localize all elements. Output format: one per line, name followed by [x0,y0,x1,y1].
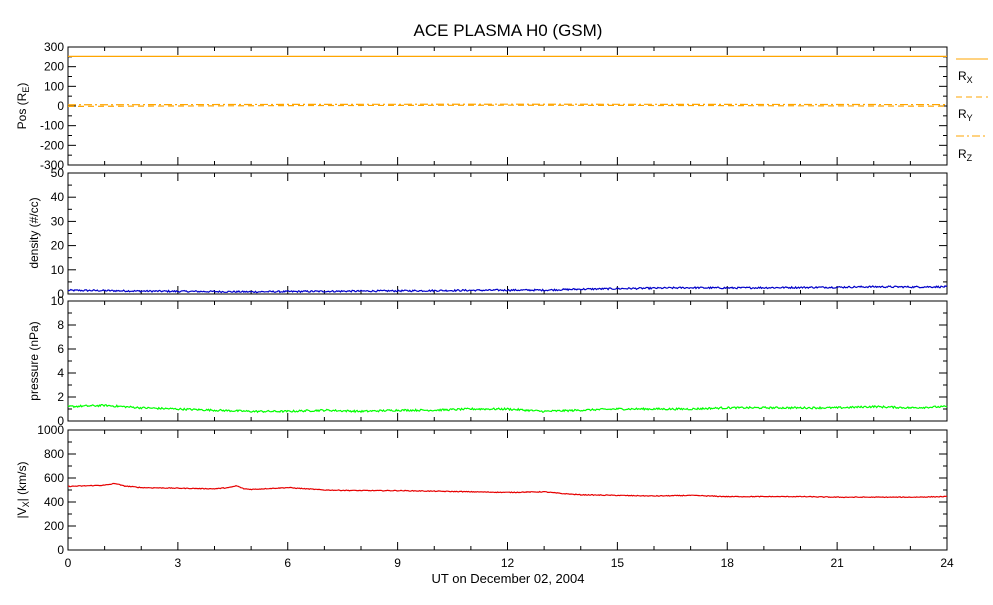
x-tick-label: 18 [721,556,735,570]
velocity-ytick-label: 0 [57,543,64,557]
position-series-line-rz [67,103,948,106]
velocity-ytick-label: 600 [44,471,64,485]
pressure-ytick-label: 4 [57,366,64,380]
density-ytick-label: 40 [51,190,65,204]
velocity-series-line [68,482,947,499]
pressure-ylabel: pressure (nPa) [27,321,41,400]
position-ytick-label: -100 [40,119,64,133]
x-tick-label: 9 [394,556,401,570]
chart-marks: 3002001000-100-200-300504030201001086420… [37,40,954,570]
x-tick-label: 3 [175,556,182,570]
pressure-ytick-label: 0 [57,414,64,428]
x-tick-label: 24 [940,556,954,570]
velocity-ytick-label: 400 [44,495,64,509]
pressure-ytick-label: 8 [57,318,64,332]
velocity-ytick-label: 200 [44,519,64,533]
position-ylabel: Pos (RE) [15,83,31,130]
x-tick-label: 15 [611,556,625,570]
density-ytick-label: 0 [57,287,64,301]
position-ytick-label: -300 [40,158,64,172]
density-ytick-label: 30 [51,214,65,228]
x-axis-label: UT on December 02, 2004 [432,571,585,586]
position-legend: RX RY RZ [956,58,988,163]
density-ytick-label: 50 [51,166,65,180]
legend-rx-label: RX [958,69,973,85]
position-ytick-label: 300 [44,40,64,54]
density-ytick-label: 10 [51,263,65,277]
pressure-series-line [67,404,948,414]
position-ytick-label: 0 [57,99,64,113]
position-ytick-label: -200 [40,138,64,152]
pressure-ytick-label: 10 [51,294,65,308]
density-ylabel: density (#/cc) [27,197,41,268]
velocity-panel-frame [67,429,948,551]
position-series-line-ry [67,104,948,107]
x-tick-label: 21 [830,556,844,570]
legend-ry-label: RY [958,107,973,123]
pressure-panel-frame [67,300,948,422]
density-series-line [67,285,948,294]
density-ytick-label: 20 [51,239,65,253]
velocity-ylabel: |VX| (km/s) [15,462,31,519]
density-panel-frame [67,172,948,295]
pressure-ytick-label: 6 [57,342,64,356]
x-tick-label: 6 [284,556,291,570]
velocity-ytick-label: 800 [44,447,64,461]
velocity-ytick-label: 1000 [37,423,64,437]
legend-rz-label: RZ [958,147,973,163]
position-ytick-label: 200 [44,60,64,74]
x-tick-label: 0 [65,556,72,570]
chart-title: ACE PLASMA H0 (GSM) [414,21,603,40]
pressure-ytick-label: 2 [57,390,64,404]
x-tick-label: 12 [501,556,515,570]
position-ytick-label: 100 [44,79,64,93]
